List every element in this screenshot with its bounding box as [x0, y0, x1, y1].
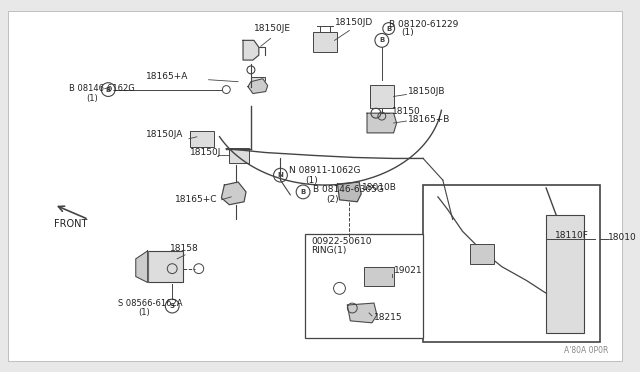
Text: B: B [106, 87, 111, 93]
Bar [313, 32, 337, 52]
Text: 00922-50610: 00922-50610 [311, 237, 371, 246]
Text: (2): (2) [326, 195, 339, 204]
Text: RING(1): RING(1) [311, 246, 346, 256]
Bar [470, 244, 494, 264]
Polygon shape [248, 79, 268, 93]
Text: 18165+A: 18165+A [146, 72, 188, 81]
Text: 18010: 18010 [608, 232, 637, 242]
Text: 18150: 18150 [392, 107, 420, 116]
Text: 18150JE: 18150JE [254, 24, 291, 33]
Text: S: S [170, 303, 175, 309]
Bar [364, 267, 394, 286]
Text: B 08146-6305G: B 08146-6305G [313, 185, 384, 195]
Bar [148, 251, 183, 282]
Polygon shape [367, 113, 397, 133]
Text: (1): (1) [138, 308, 150, 317]
Bar [546, 215, 584, 333]
Bar [190, 131, 214, 147]
Text: 18165+C: 18165+C [175, 195, 218, 204]
Text: 18150J: 18150J [190, 148, 221, 157]
Text: B: B [300, 189, 306, 195]
Polygon shape [348, 303, 377, 323]
Text: B: B [379, 37, 385, 44]
Text: A'80A 0P0R: A'80A 0P0R [564, 346, 608, 355]
Text: 18158: 18158 [170, 244, 199, 253]
Polygon shape [136, 251, 148, 282]
Text: S 08566-6162A: S 08566-6162A [118, 299, 182, 308]
Text: N 08911-1062G: N 08911-1062G [289, 166, 361, 175]
Text: B: B [386, 26, 391, 32]
Text: (1): (1) [401, 28, 414, 37]
Text: N: N [278, 172, 284, 178]
Text: 18215: 18215 [374, 313, 403, 323]
Text: B 08146-6162G: B 08146-6162G [69, 84, 134, 93]
Text: 18165+B: 18165+B [408, 115, 451, 124]
Bar [305, 234, 423, 337]
Text: FRONT: FRONT [54, 219, 88, 230]
Text: 18010B: 18010B [362, 183, 397, 192]
Text: 18110F: 18110F [555, 231, 589, 240]
Text: B 08120-61229: B 08120-61229 [388, 20, 458, 29]
Text: (1): (1) [86, 94, 99, 103]
Text: 18150JB: 18150JB [408, 87, 446, 96]
Text: (1): (1) [305, 176, 318, 185]
Bar [370, 85, 394, 108]
Text: 19021: 19021 [394, 266, 422, 275]
Bar [251, 77, 265, 90]
Bar [229, 148, 249, 163]
Text: 18150JA: 18150JA [146, 130, 183, 140]
Bar [423, 185, 600, 343]
Polygon shape [337, 182, 361, 202]
Polygon shape [243, 40, 259, 60]
Polygon shape [221, 182, 246, 205]
Text: 18150JD: 18150JD [335, 18, 373, 27]
